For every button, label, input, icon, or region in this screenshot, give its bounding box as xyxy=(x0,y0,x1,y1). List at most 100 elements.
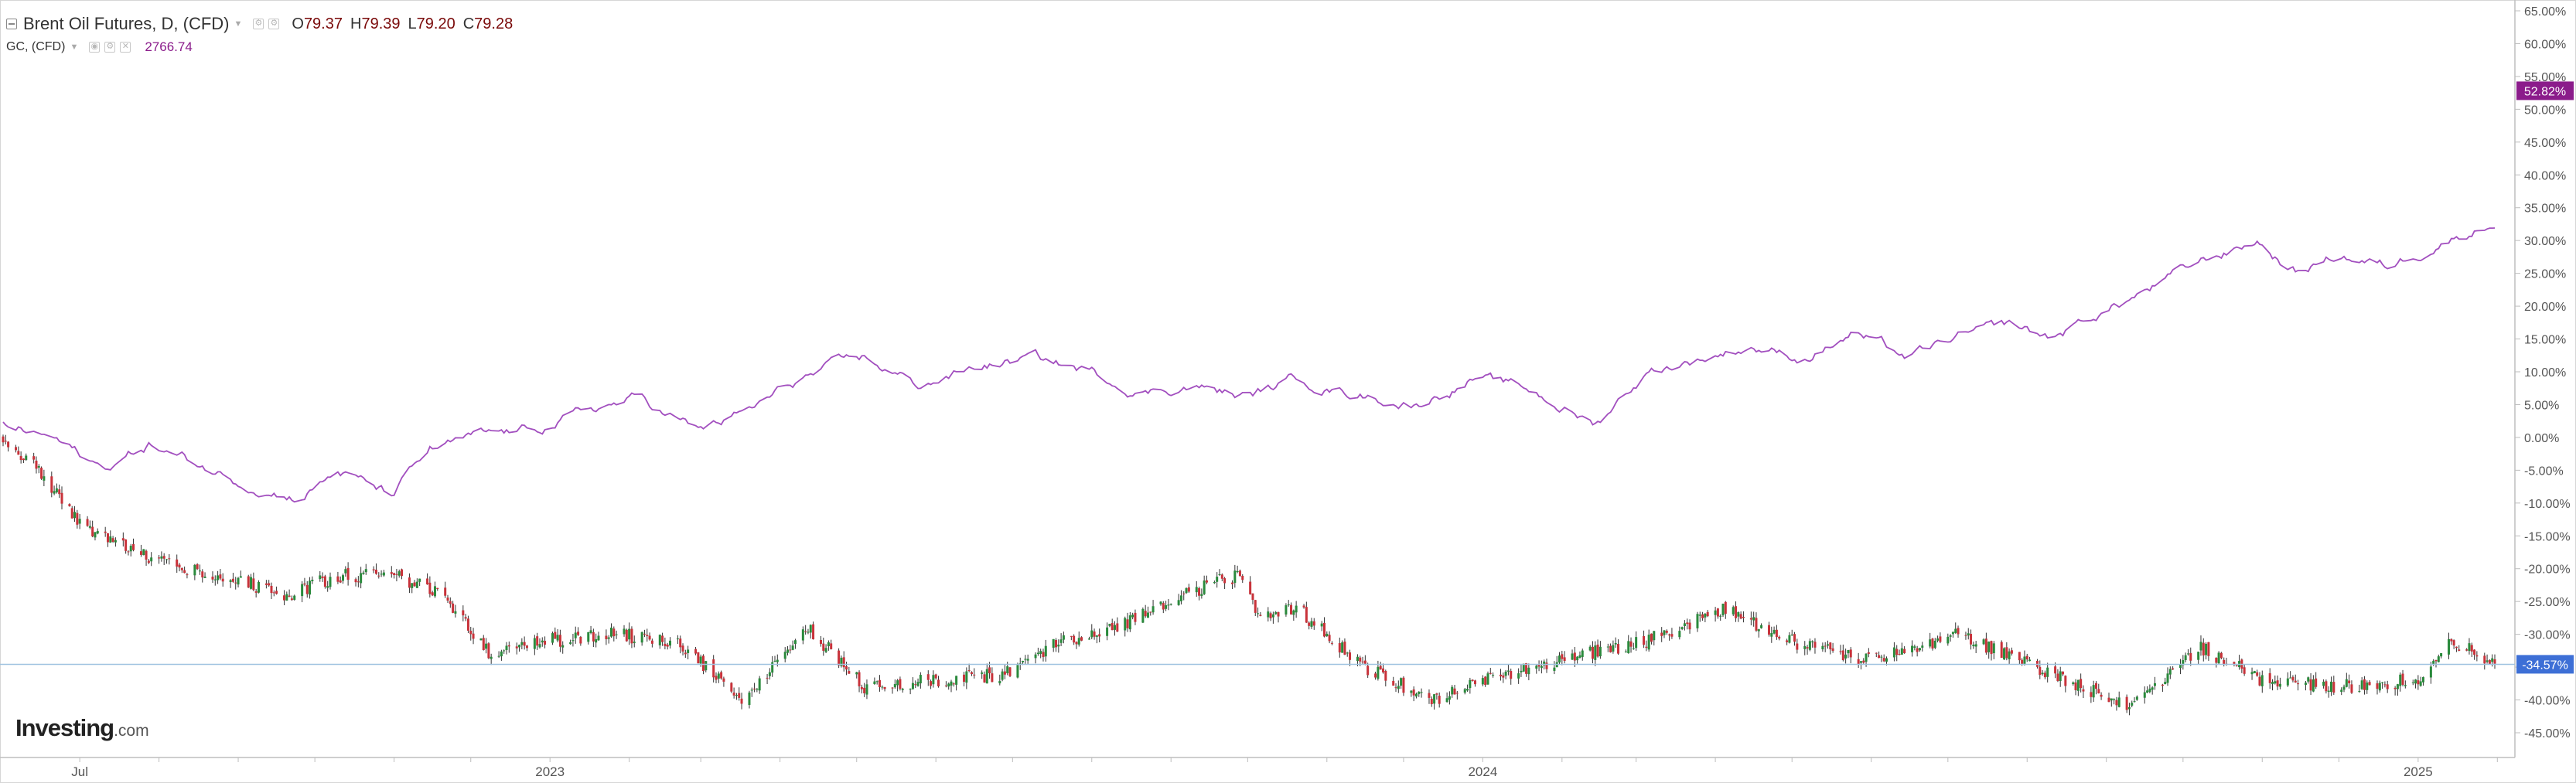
candle-body xyxy=(1384,670,1387,681)
candle-body xyxy=(981,672,984,674)
candle-body xyxy=(7,441,10,448)
candle-body xyxy=(1267,611,1270,618)
candle-body xyxy=(1885,658,1888,662)
candle-body xyxy=(1719,615,1722,617)
candle-body xyxy=(1410,690,1413,693)
candle-body xyxy=(326,586,329,588)
candle-body xyxy=(650,640,653,644)
candle-body xyxy=(1326,633,1329,637)
candle-body xyxy=(2010,650,2013,654)
chevron-down-icon[interactable]: ▼ xyxy=(70,43,79,52)
settings-icon[interactable]: ⚙ xyxy=(253,19,264,29)
candle-body xyxy=(142,549,145,556)
candle-body xyxy=(786,649,790,653)
candle-body xyxy=(558,635,561,647)
candle-body xyxy=(321,576,324,578)
candle-body xyxy=(1844,654,1848,659)
candle-body xyxy=(950,681,953,686)
candle-body xyxy=(952,683,955,685)
candle-body xyxy=(1453,688,1456,695)
candle-body xyxy=(2450,638,2453,642)
candle-body xyxy=(1987,642,1991,652)
collapse-legend-icon[interactable] xyxy=(6,19,17,29)
candle-body xyxy=(88,526,91,528)
candle-body xyxy=(411,583,414,588)
candle-body xyxy=(196,563,199,570)
candle-body xyxy=(1594,645,1597,660)
x-tick-label: Jul xyxy=(71,764,88,779)
candle-body xyxy=(664,643,667,646)
candle-body xyxy=(1251,593,1254,601)
candle-body xyxy=(715,676,718,680)
candle-body xyxy=(1964,635,1967,636)
candle-body xyxy=(1793,634,1796,642)
candle-body xyxy=(1510,671,1513,679)
x-tick-label: 2024 xyxy=(1468,764,1497,779)
candle-body xyxy=(789,649,792,651)
candle-body xyxy=(272,592,275,594)
series-title[interactable]: Brent Oil Futures, D, (CFD) xyxy=(23,14,230,33)
candle-body xyxy=(239,576,242,578)
candle-body xyxy=(2233,662,2236,665)
candle-body xyxy=(965,671,968,683)
candle-body xyxy=(1149,611,1152,613)
investing-logo: Investing .com xyxy=(15,714,149,742)
candle-body xyxy=(1803,645,1807,649)
candle-body xyxy=(344,569,347,574)
candle-body xyxy=(1859,661,1862,663)
y-tick-label: -45.00% xyxy=(2524,727,2571,740)
candle-body xyxy=(2488,659,2491,664)
candle-body xyxy=(623,628,626,635)
candle-body xyxy=(712,659,715,678)
candle-body xyxy=(2452,640,2455,646)
settings-icon[interactable]: ⚙ xyxy=(104,42,116,53)
candle-body xyxy=(1126,619,1129,628)
candle-body xyxy=(1857,659,1860,665)
candle-body xyxy=(1984,638,1987,653)
candle-body xyxy=(1500,674,1503,677)
candle-body xyxy=(2448,638,2451,655)
candle-body xyxy=(1581,650,1584,657)
candle-body xyxy=(1159,601,1162,604)
y-tick-label: 10.00% xyxy=(2524,366,2566,380)
candle-body xyxy=(998,681,1001,684)
candle-body xyxy=(574,632,577,638)
candle-body xyxy=(983,674,986,683)
candle-body xyxy=(2186,653,2189,655)
candle-body xyxy=(633,642,636,643)
candle-body xyxy=(288,595,291,597)
candle-body xyxy=(2092,685,2095,698)
candle-body xyxy=(1931,638,1934,649)
candle-body xyxy=(452,603,455,613)
candle-body xyxy=(735,695,738,696)
candle-body xyxy=(926,674,930,680)
candle-body xyxy=(180,567,183,570)
candle-body xyxy=(1093,632,1096,637)
candle-body xyxy=(720,672,723,679)
candle-body xyxy=(812,624,815,640)
candle-body xyxy=(1900,648,1903,655)
low-value: 79.20 xyxy=(416,15,455,32)
candle-body xyxy=(1292,610,1295,615)
candle-body xyxy=(2401,673,2404,685)
logo-wordmark: Investing xyxy=(15,714,114,741)
candle-body xyxy=(2332,682,2335,693)
candle-body xyxy=(1003,671,1006,675)
eye-icon[interactable]: ◉ xyxy=(89,42,101,53)
candle-body xyxy=(2205,643,2208,655)
close-icon[interactable]: ✕ xyxy=(120,42,131,53)
candle-body xyxy=(1356,656,1359,662)
candle-body xyxy=(1090,630,1094,638)
candle-body xyxy=(91,526,94,536)
candle-body xyxy=(268,583,271,586)
gear-icon[interactable]: ⚙ xyxy=(268,19,280,29)
candle-body xyxy=(1629,641,1633,647)
candle-body xyxy=(2113,699,2116,700)
candle-body xyxy=(2366,683,2369,690)
candle-body xyxy=(1540,666,1543,669)
chevron-down-icon[interactable]: ▼ xyxy=(234,19,243,29)
candle-body xyxy=(1696,614,1699,628)
candle-body xyxy=(840,657,843,666)
compare-series-title[interactable]: GC, (CFD) xyxy=(6,40,66,53)
candle-body xyxy=(487,643,490,659)
